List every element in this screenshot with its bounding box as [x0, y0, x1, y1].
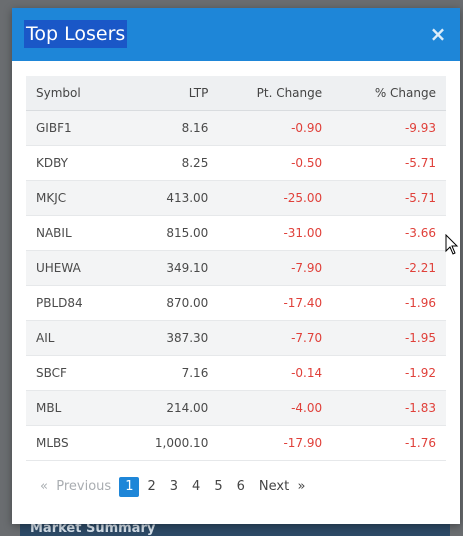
symbol-cell: GIBF1 [26, 110, 126, 146]
chevron-right-icon: » [297, 479, 306, 494]
modal-header: Top Losers × [12, 8, 460, 61]
pct-change-cell: -1.96 [332, 285, 446, 321]
page-2-button[interactable]: 2 [147, 479, 156, 494]
pt-change-cell: -7.90 [218, 250, 333, 286]
symbol-cell: UHEWA [26, 250, 126, 286]
pct-change-cell: -5.71 [332, 180, 446, 216]
ltp-cell: 8.25 [125, 145, 219, 181]
ltp-cell: 815.00 [125, 215, 219, 251]
pagination: « Previous 1 2 3 4 5 6 Next » [34, 477, 313, 497]
prev-page-label: Previous [56, 479, 112, 494]
next-page-label: Next [258, 479, 290, 494]
page-1-button[interactable]: 1 [119, 477, 140, 497]
pt-change-cell: -31.00 [218, 215, 333, 251]
losers-table: Symbol LTP Pt. Change % Change GIBF1 8.16… [26, 76, 446, 461]
pt-change-cell: -25.00 [218, 180, 333, 216]
pct-change-cell: -1.95 [332, 320, 446, 356]
table-row[interactable]: GIBF1 8.16 -0.90 -9.93 [26, 110, 446, 146]
next-page-button[interactable]: Next » [253, 477, 312, 497]
symbol-cell: MKJC [26, 180, 126, 216]
pct-change-cell: -1.92 [332, 355, 446, 391]
pt-change-cell: -0.90 [218, 110, 333, 146]
symbol-cell: MLBS [26, 425, 126, 461]
table-row[interactable]: UHEWA 349.10 -7.90 -2.21 [26, 250, 446, 286]
top-losers-modal: Top Losers × Symbol LTP Pt. Change % Cha… [12, 8, 460, 524]
table-row[interactable]: SBCF 7.16 -0.14 -1.92 [26, 355, 446, 391]
chevron-left-icon: « [40, 479, 48, 494]
ltp-cell: 413.00 [125, 180, 219, 216]
close-icon[interactable]: × [429, 22, 447, 46]
ltp-cell: 8.16 [125, 110, 219, 146]
modal-title: Top Losers [24, 20, 128, 48]
page-6-button[interactable]: 6 [236, 479, 245, 494]
table-row[interactable]: MKJC 413.00 -25.00 -5.71 [26, 180, 446, 216]
table-row[interactable]: MLBS 1,000.10 -17.90 -1.76 [26, 425, 446, 461]
pct-change-cell: -9.93 [332, 110, 446, 146]
pt-change-cell: -0.14 [218, 355, 333, 391]
symbol-cell: NABIL [26, 215, 126, 251]
pct-change-cell: -1.83 [332, 390, 446, 426]
pt-change-cell: -4.00 [218, 390, 333, 426]
column-header-symbol[interactable]: Symbol [26, 76, 126, 111]
pt-change-cell: -7.70 [218, 320, 333, 356]
ltp-cell: 870.00 [125, 285, 219, 321]
table-row[interactable]: NABIL 815.00 -31.00 -3.66 [26, 215, 446, 251]
table-header-row: Symbol LTP Pt. Change % Change [26, 76, 446, 111]
page-4-button[interactable]: 4 [192, 479, 201, 494]
column-header-ltp[interactable]: LTP [125, 76, 219, 111]
table-row[interactable]: MBL 214.00 -4.00 -1.83 [26, 390, 446, 426]
prev-page-button[interactable]: « Previous [34, 477, 117, 497]
pt-change-cell: -17.40 [218, 285, 333, 321]
mouse-cursor-icon [445, 234, 459, 255]
column-header-pt-change[interactable]: Pt. Change [218, 76, 333, 111]
table-row[interactable]: PBLD84 870.00 -17.40 -1.96 [26, 285, 446, 321]
ltp-cell: 387.30 [125, 320, 219, 356]
ltp-cell: 349.10 [125, 250, 219, 286]
pt-change-cell: -0.50 [218, 145, 333, 181]
pct-change-cell: -3.66 [332, 215, 446, 251]
pct-change-cell: -5.71 [332, 145, 446, 181]
pt-change-cell: -17.90 [218, 425, 333, 461]
symbol-cell: PBLD84 [26, 285, 126, 321]
symbol-cell: SBCF [26, 355, 126, 391]
symbol-cell: KDBY [26, 145, 126, 181]
symbol-cell: MBL [26, 390, 126, 426]
page-3-button[interactable]: 3 [169, 479, 179, 494]
symbol-cell: AIL [26, 320, 126, 356]
table-row[interactable]: KDBY 8.25 -0.50 -5.71 [26, 145, 446, 181]
ltp-cell: 7.16 [125, 355, 219, 391]
pct-change-cell: -1.76 [332, 425, 446, 461]
pct-change-cell: -2.21 [332, 250, 446, 286]
ltp-cell: 1,000.10 [125, 425, 219, 461]
page-5-button[interactable]: 5 [214, 479, 223, 494]
ltp-cell: 214.00 [125, 390, 219, 426]
table-row[interactable]: AIL 387.30 -7.70 -1.95 [26, 320, 446, 356]
column-header-pct-change[interactable]: % Change [332, 76, 446, 111]
